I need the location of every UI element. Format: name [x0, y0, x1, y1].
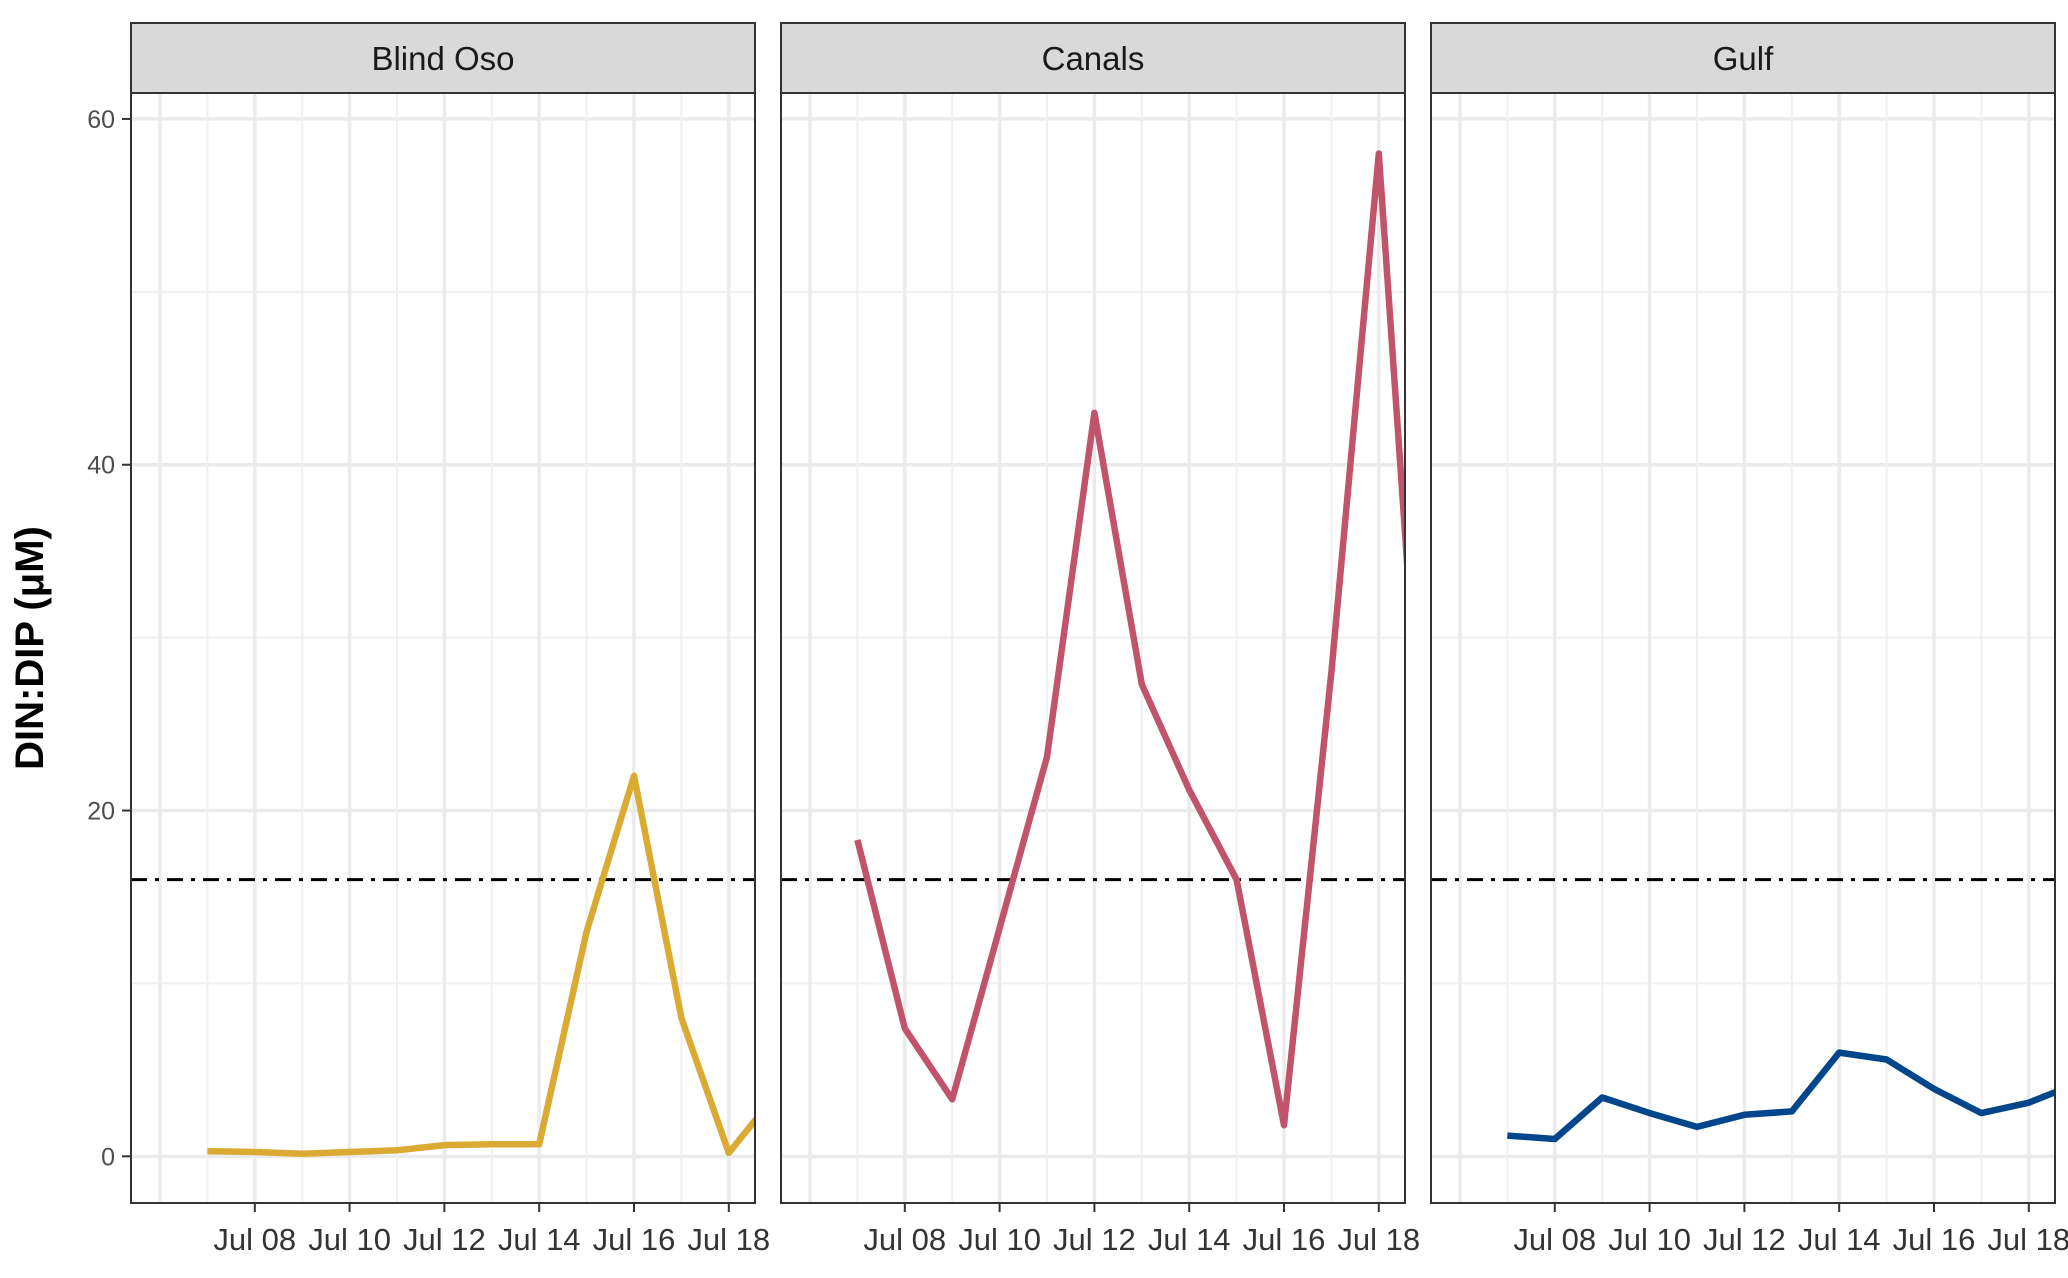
facet-strip: [1430, 22, 2056, 94]
x-tick-label: Jul 18: [687, 1222, 770, 1257]
series-line: [1507, 1049, 2055, 1143]
x-tick-label: Jul 16: [593, 1222, 676, 1257]
x-tick-label: Jul 10: [308, 1222, 391, 1257]
y-tick-label: 60: [87, 106, 115, 134]
grid: [131, 93, 755, 1203]
x-tick-label: Jul 14: [1148, 1222, 1231, 1257]
x-tick-label: Jul 12: [1703, 1222, 1786, 1257]
x-tick-label: Jul 12: [1053, 1222, 1136, 1257]
panel-canals: Canals Jul 08 Jul 10 Jul 12 Jul 14 Jul 16 Jul …: [780, 22, 1420, 1257]
x-tick-label: Jul 12: [403, 1222, 486, 1257]
y-axis-title: DIN:DIP (μM): [8, 526, 52, 770]
y-tick-label: 40: [87, 452, 115, 480]
facet-strip: [780, 22, 1406, 94]
y-tick-label: 20: [87, 798, 115, 826]
facet-panels: Blind Oso Jul 08 Jul 10 Jul 12 Jul 14 Jul 16 J…: [130, 22, 2068, 1257]
x-tick-label: Jul 10: [958, 1222, 1041, 1257]
x-tick-label: Jul 08: [1513, 1222, 1596, 1257]
facet-strip-label: Canals: [1042, 40, 1145, 77]
x-tick-label: Jul 14: [1798, 1222, 1881, 1257]
x-tick-label: Jul 08: [213, 1222, 296, 1257]
x-tick-label: Jul 08: [863, 1222, 946, 1257]
facet-strip-label: Gulf: [1713, 40, 1774, 77]
x-tick-label: Jul 18: [1987, 1222, 2068, 1257]
y-axis: 0 20 40 60: [87, 106, 131, 1171]
y-tick-label: 0: [101, 1143, 115, 1171]
facet-strip: [130, 22, 756, 94]
x-tick-label: Jul 18: [1337, 1222, 1420, 1257]
x-tick-label: Jul 10: [1608, 1222, 1691, 1257]
facet-strip-label: Blind Oso: [371, 40, 514, 77]
panel-gulf: Gulf Jul 08 Jul 10 Jul 12 Jul 14 Jul 16 Jul 18: [1430, 22, 2068, 1257]
panel-border: [1430, 92, 2056, 1204]
panel-border: [130, 92, 756, 1204]
panel-border: [780, 92, 1406, 1204]
panel-blind-oso: Blind Oso Jul 08 Jul 10 Jul 12 Jul 14 Jul 16 J…: [130, 22, 770, 1257]
series-line: [854, 150, 1405, 1129]
series-line: [207, 772, 755, 1157]
grid: [1431, 93, 2055, 1203]
x-tick-label: Jul 16: [1243, 1222, 1326, 1257]
x-tick-label: Jul 16: [1893, 1222, 1976, 1257]
x-tick-label: Jul 14: [498, 1222, 581, 1257]
